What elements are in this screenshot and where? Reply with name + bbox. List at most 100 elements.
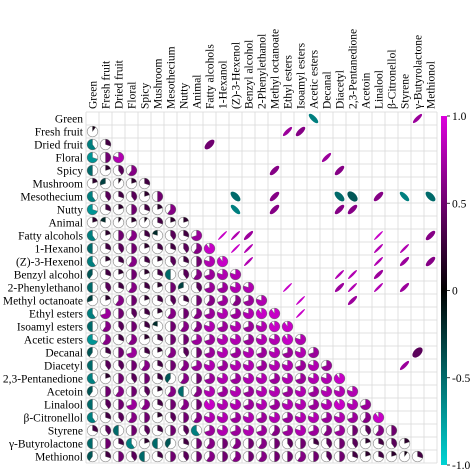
pie-wedge — [170, 424, 176, 437]
pie-wedge — [191, 333, 202, 345]
column-label: Spicy — [140, 83, 152, 109]
pie-wedge — [183, 333, 189, 346]
pie-wedge — [282, 411, 293, 423]
pie-wedge — [243, 307, 254, 319]
pie-wedge — [274, 450, 280, 463]
pie-wedge — [308, 411, 319, 423]
pie-wedge — [105, 229, 111, 236]
row-label: Mushroom — [33, 179, 84, 191]
pie-wedge — [222, 437, 228, 450]
correlation-ellipse — [425, 256, 436, 267]
correlation-ellipse — [373, 191, 384, 202]
pie-wedge — [105, 437, 111, 450]
pie-wedge — [87, 333, 98, 345]
pie-wedge — [183, 437, 189, 446]
pie-wedge — [170, 242, 176, 251]
row-label: Floral — [56, 153, 83, 165]
pie-wedge — [256, 307, 267, 319]
pie-wedge — [196, 346, 202, 359]
pie-wedge — [282, 385, 293, 397]
column-label: Green — [88, 81, 100, 109]
row-label: 2-Phenylethanol — [8, 283, 83, 295]
pie-wedge — [144, 229, 150, 238]
pie-wedge — [87, 190, 96, 202]
pie-wedge — [352, 424, 358, 437]
pie-wedge — [144, 372, 150, 385]
column-label: 1-Hexanol — [218, 60, 230, 109]
pie-wedge — [105, 151, 111, 164]
pie-wedge — [282, 359, 293, 371]
pie-wedge — [100, 216, 106, 223]
column-label: Mushroom — [153, 58, 165, 109]
pie-wedge — [87, 268, 93, 280]
pie-wedge — [391, 450, 397, 457]
column-label: 2,3-Pentanedione — [348, 29, 360, 109]
pie-wedge — [144, 281, 150, 290]
pie-wedge — [217, 307, 228, 319]
column-label: β-Citronellol — [387, 49, 399, 109]
pie-wedge — [248, 450, 254, 463]
pie-wedge — [323, 424, 332, 436]
pie-wedge — [206, 294, 215, 306]
pie-wedge — [167, 385, 176, 397]
pie-wedge — [170, 333, 176, 346]
pie-wedge — [157, 281, 163, 288]
correlation-ellipse — [347, 204, 358, 215]
pie-wedge — [157, 411, 163, 418]
row-label: Fatty alcohols — [18, 231, 83, 243]
colorbar-tick-label: 1.0 — [452, 111, 467, 123]
pie-wedge — [105, 242, 111, 251]
pie-wedge — [113, 151, 124, 163]
pie-wedge — [334, 385, 345, 397]
colorbar-tick-label: -1.0 — [452, 460, 470, 472]
pie-wedge — [87, 307, 96, 319]
pie-wedge — [269, 346, 280, 358]
pie-wedge — [256, 333, 267, 345]
pie-wedge — [295, 424, 306, 436]
pie-wedge — [217, 346, 228, 358]
correlation-ellipse — [348, 270, 357, 279]
pie-wedge — [131, 385, 137, 398]
pie-wedge — [217, 333, 228, 345]
pie-wedge — [282, 372, 293, 384]
pie-wedge — [131, 320, 137, 333]
pie-wedge — [282, 398, 293, 410]
correlation-ellipse — [244, 257, 253, 266]
pie-wedge — [170, 294, 176, 306]
pie-wedge — [87, 255, 96, 267]
pie-wedge — [157, 450, 163, 459]
row-label: Acetoin — [47, 387, 84, 399]
pie-wedge — [131, 294, 137, 307]
pie-wedge — [347, 411, 358, 423]
correlation-ellipse — [269, 165, 280, 176]
pie-wedge — [144, 424, 150, 436]
pie-wedge — [274, 437, 280, 450]
pie-wedge — [196, 372, 202, 385]
correlation-ellipse — [399, 256, 410, 267]
pie-wedge — [256, 385, 267, 397]
pie-wedge — [295, 385, 306, 397]
pie-wedge — [87, 385, 93, 397]
row-label: Nutty — [57, 205, 83, 217]
pie-wedge — [204, 372, 215, 384]
pie-wedge — [128, 255, 137, 267]
pie-wedge — [87, 294, 93, 303]
pie-wedge — [105, 138, 111, 147]
pie-wedge — [282, 346, 293, 358]
pie-wedge — [118, 346, 124, 359]
pie-wedge — [139, 450, 145, 463]
pie-wedge — [128, 281, 137, 293]
pie-wedge — [300, 437, 306, 450]
pie-wedge — [248, 437, 254, 450]
pie-wedge — [334, 398, 345, 410]
pie-wedge — [217, 385, 228, 397]
row-label: Styrene — [48, 426, 83, 438]
pie-wedge — [118, 268, 124, 275]
pie-wedge — [282, 320, 293, 332]
pie-wedge — [118, 333, 124, 342]
pie-wedge — [308, 424, 319, 436]
pie-wedge — [230, 307, 241, 319]
pie-wedge — [144, 242, 150, 249]
pie-wedge — [131, 372, 137, 384]
